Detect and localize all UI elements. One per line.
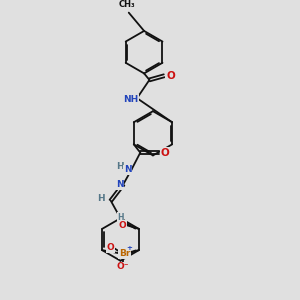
Text: O: O (161, 148, 170, 158)
Text: Br: Br (119, 249, 130, 258)
Text: H: H (117, 213, 124, 222)
Text: O: O (119, 220, 127, 230)
Text: N: N (124, 165, 132, 174)
Text: N: N (116, 180, 123, 189)
Text: NH: NH (123, 95, 138, 104)
Text: O⁻: O⁻ (116, 262, 129, 272)
Text: CH₃: CH₃ (119, 0, 136, 9)
Text: +: + (126, 244, 132, 250)
Text: H: H (97, 194, 104, 203)
Text: O: O (166, 71, 175, 81)
Text: N: N (119, 249, 127, 258)
Text: O: O (106, 243, 114, 252)
Text: H: H (116, 162, 124, 171)
